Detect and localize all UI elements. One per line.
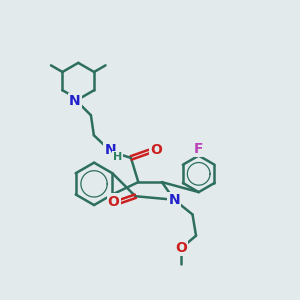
Text: H: H [113,152,122,162]
Text: N: N [69,94,80,108]
Text: N: N [168,193,180,207]
Text: O: O [150,143,162,157]
Text: O: O [108,194,119,208]
Text: F: F [194,142,203,156]
Text: N: N [104,143,116,157]
Text: O: O [176,241,187,255]
